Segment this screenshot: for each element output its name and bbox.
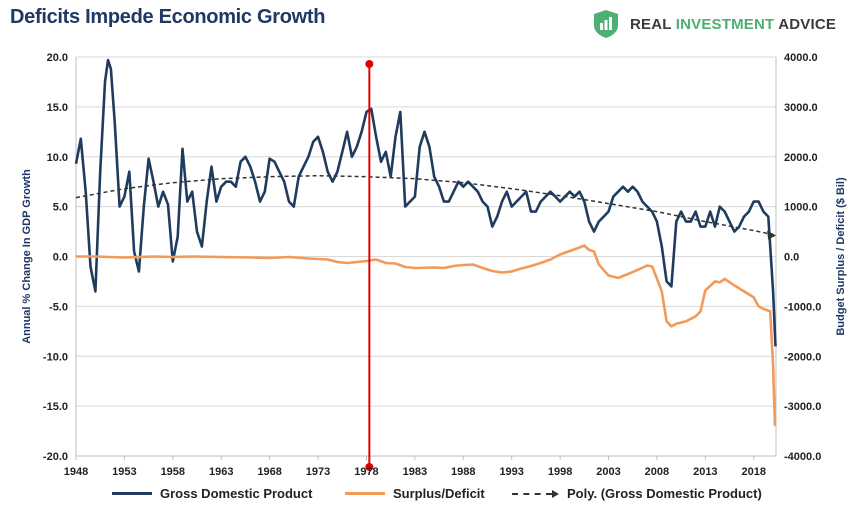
y-left-tick-label: -20.0 [43,451,68,463]
chart-shield-icon [594,10,618,38]
legend-arrow-icon [552,489,559,498]
vertical-marker-bottom-dot [365,463,374,471]
x-tick-label: 2018 [741,466,765,478]
brand-name-part1: REAL [630,15,676,33]
axes [75,57,777,460]
series [74,58,777,427]
series-deficit-line [76,244,777,427]
x-tick-label: 1998 [548,466,572,478]
y-right-tick-label: 2000.0 [784,152,818,164]
brand-name-part2: INVESTMENT [675,15,775,33]
y-left-tick-label: -5.0 [49,301,68,313]
y-right-tick-label: -4000.0 [784,451,821,463]
y-axis-left-title: Annual % Change In GDP Growth [21,169,33,344]
legend-item-deficit: Surplus/Deficit [345,486,485,501]
brand-logo: REAL INVESTMENT ADVICE [592,8,836,40]
legend-label-gdp: Gross Domestic Product [160,486,313,501]
legend-swatch-poly [512,492,552,495]
series-poly-arrowhead [767,230,777,240]
y-right-tick-label: 1000.0 [784,202,818,214]
x-tick-label: 1963 [209,466,233,478]
x-tick-label: 1993 [499,466,523,478]
y-right-tick-label: -3000.0 [784,401,821,413]
legend-label-deficit: Surplus/Deficit [393,486,485,501]
y-right-tick-label: 0.0 [784,252,799,264]
legend-swatch-deficit [345,492,385,495]
y-left-tick-label: -10.0 [43,351,68,363]
x-tick-label: 1978 [354,466,378,478]
x-tick-label: 1973 [306,466,330,478]
x-tick-label: 1983 [403,466,427,478]
y-right-tick-label: -2000.0 [784,351,821,363]
y-left-tick-label: 5.0 [53,202,68,214]
legend-swatch-gdp [112,492,152,495]
x-tick-label: 2008 [645,466,669,478]
series-gdp-line [74,58,777,347]
y-right-tick-label: 3000.0 [784,102,818,114]
x-tick-label: 1988 [451,466,475,478]
axis-labels: Annual % Change In GDP Growth Budget Surp… [21,169,847,344]
brand-name-part3: ADVICE [774,15,837,33]
legend: Gross Domestic Product Surplus/Deficit P… [0,486,861,510]
y-left-tick-label: 0.0 [53,252,68,264]
y-axis-right-title: Budget Surplus / Deficit ($ Bil) [835,177,847,336]
vertical-marker-top-dot [365,60,374,68]
y-right-tick-label: -1000.0 [784,301,821,313]
series-poly-line [75,174,774,236]
brand-name: REAL INVESTMENT ADVICE [630,16,836,33]
x-tick-label: 1958 [161,466,185,478]
vertical-marker [365,60,374,471]
y-left-tick-label: 10.0 [47,152,68,164]
legend-item-gdp: Gross Domestic Product [112,486,312,501]
x-tick-label: 1948 [64,466,88,478]
x-tick-label: 2003 [596,466,620,478]
y-left-tick-label: 15.0 [47,102,68,114]
legend-item-poly: Poly. (Gross Domestic Product) [512,486,762,501]
y-left-tick-label: -15.0 [43,401,68,413]
x-tick-label: 2013 [693,466,717,478]
legend-label-poly: Poly. (Gross Domestic Product) [567,486,762,501]
tick-labels: 20.0 4000.0 15.0 3000.0 10.0 2000.0 5.0 1000.0 0… [43,52,821,478]
y-right-tick-label: 4000.0 [784,52,818,64]
chart-title: Deficits Impede Economic Growth [10,6,326,28]
x-tick-label: 1953 [112,466,136,478]
y-left-tick-label: 20.0 [47,52,68,64]
x-tick-label: 1968 [257,466,281,478]
